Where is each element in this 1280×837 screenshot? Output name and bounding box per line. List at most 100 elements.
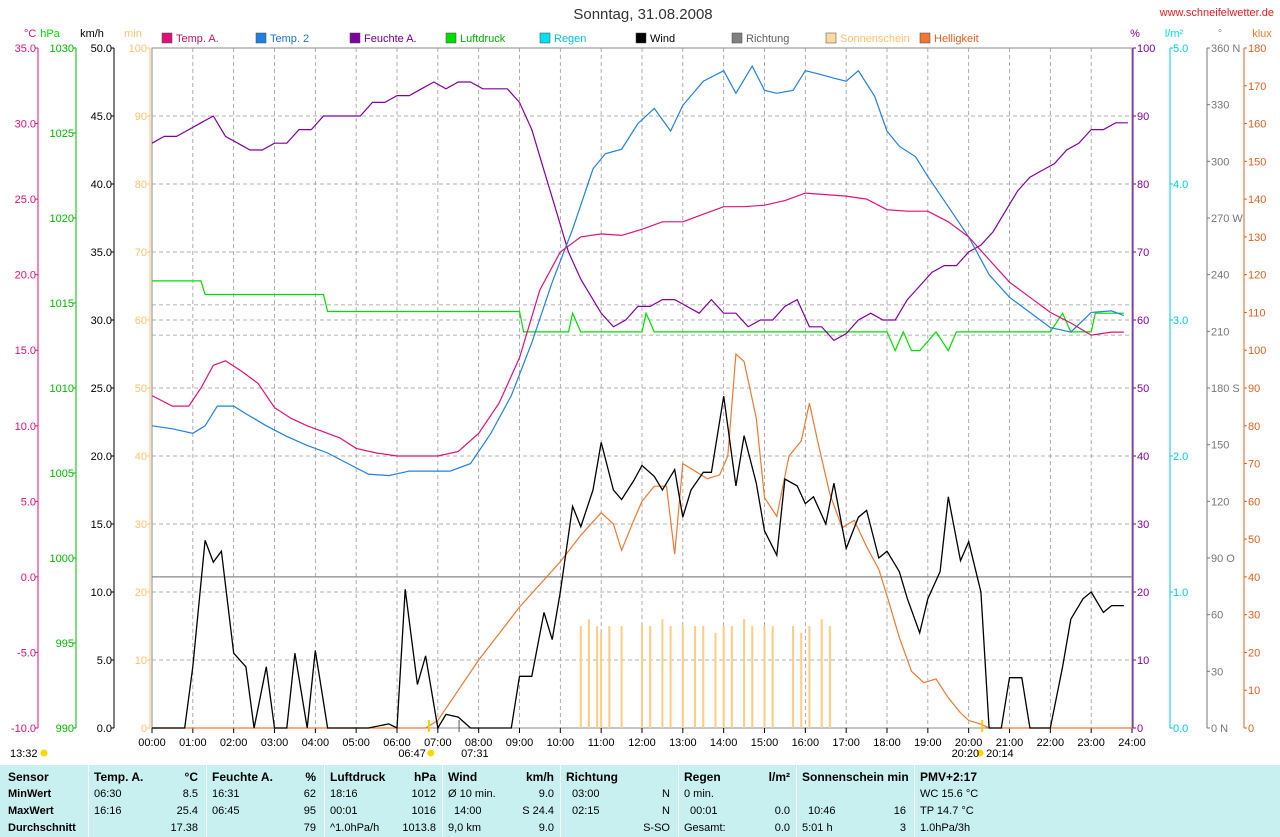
- footer-temp-col: Temp. A. °C 06:30 8.5 16:16 25.4 17.38: [94, 765, 204, 837]
- axis-unit-label: °C: [24, 28, 36, 40]
- footer-feuchte-unit: %: [305, 770, 316, 784]
- time-tick-label: 06:00: [383, 737, 411, 749]
- sun-axis-tick-label: 100: [129, 43, 147, 55]
- footer-sonne-avg-label: 5:01 h: [802, 822, 833, 834]
- footer-pmv-avg: 1.0hPa/3h: [920, 822, 971, 834]
- wind-axis-tick-label: 10.0: [91, 587, 112, 599]
- footer-luftdruck-header: Luftdruck: [330, 770, 386, 784]
- direction-axis-tick-label: 60: [1211, 610, 1223, 622]
- temp-axis-tick-label: 5.0: [21, 496, 36, 508]
- axis-unit-label: hPa: [40, 28, 60, 40]
- legend-swatch: [635, 32, 647, 44]
- series-line-feuchte-a-: [151, 81, 1128, 342]
- time-tick-label: 17:00: [832, 737, 860, 749]
- footer-wind-unit: km/h: [525, 770, 554, 784]
- sun-axis-tick-label: 10: [135, 655, 147, 667]
- legend: Temp. A. Temp. 2 Feuchte A. Luftdruck Regen W…: [161, 32, 979, 45]
- klux-axis-tick-label: 90: [1248, 383, 1260, 395]
- wind-axis-tick-label: 45.0: [91, 111, 112, 123]
- site-url[interactable]: www.schneifelwetter.de: [1159, 7, 1274, 19]
- axis-unit-label: l/m²: [1165, 28, 1184, 40]
- rain-axis-tick-label: 4.0: [1173, 179, 1188, 191]
- pressure-axis-tick-label: 1000: [50, 553, 74, 565]
- footer-sensor-col: Sensor MinWert MaxWert Durchschnitt: [8, 765, 88, 837]
- time-tick-label: 19:00: [914, 737, 942, 749]
- footer-regen-max: 0.0: [774, 805, 790, 817]
- sunset2-label: 20:14: [986, 748, 1014, 760]
- footer-sonne-max-time: 10:46: [808, 805, 836, 817]
- now-marker-label: 13:32: [10, 748, 38, 760]
- sun-axis-tick-label: 0: [141, 723, 147, 735]
- footer-wind-min: 9.0: [538, 788, 554, 800]
- footer-regen-unit: l/m²: [768, 770, 790, 784]
- legend-label: Luftdruck: [460, 33, 506, 45]
- footer-luftdruck-min: 1012: [411, 788, 436, 800]
- legend-label: Wind: [650, 33, 675, 45]
- temp-axis-tick-label: 35.0: [15, 43, 36, 55]
- humidity-axis-tick-label: 40: [1137, 451, 1149, 463]
- klux-axis-tick-label: 150: [1248, 156, 1266, 168]
- footer-luftdruck-col: Luftdruck hPa 18:16 1012 00:01 1016 ^1.0hPa…: [330, 765, 442, 837]
- direction-axis-tick-label: 270 W: [1211, 213, 1243, 225]
- footer-regen-avg: 0.0: [774, 822, 790, 834]
- footer-sonne-col: Sonnenschein min 10:46 16 5:01 h 3: [802, 765, 912, 837]
- time-tick-label: 24:00: [1118, 737, 1146, 749]
- rain-axis-tick-label: 5.0: [1173, 43, 1188, 55]
- wind-axis-tick-label: 0.0: [97, 723, 112, 735]
- footer-temp-avg: 17.38: [170, 822, 198, 834]
- direction-axis-tick-label: 180 S: [1211, 383, 1240, 395]
- footer-luftdruck-max-time: 00:01: [330, 805, 358, 817]
- legend-label: Temp. A.: [176, 33, 219, 45]
- humidity-axis-tick-label: 80: [1137, 179, 1149, 191]
- footer-luftdruck-trend: ^1.0hPa/h: [330, 822, 380, 834]
- time-tick-label: 21:00: [996, 737, 1024, 749]
- temp-axis-tick-label: 30.0: [15, 119, 36, 131]
- footer-feuchte-min-time: 16:31: [212, 788, 240, 800]
- footer-temp-min-time: 06:30: [94, 788, 122, 800]
- sunset-label: 20:20: [952, 748, 980, 760]
- sun-axis-tick-label: 30: [135, 519, 147, 531]
- time-tick-label: 03:00: [261, 737, 289, 749]
- series-line-helligkeit: [152, 352, 1132, 729]
- direction-axis-tick-label: 240: [1211, 270, 1229, 282]
- footer-wind-max-time: 14:00: [454, 805, 482, 817]
- klux-axis-tick-label: 80: [1248, 421, 1260, 433]
- sun-axis-tick-label: 50: [135, 383, 147, 395]
- humidity-axis-tick-label: 10: [1137, 655, 1149, 667]
- footer-feuchte-header: Feuchte A.: [212, 770, 273, 784]
- legend-swatch: [445, 32, 457, 44]
- footer-sonne-header: Sonnenschein min: [802, 770, 909, 784]
- wind-axis-tick-label: 15.0: [91, 519, 112, 531]
- humidity-axis-tick-label: 0: [1137, 723, 1143, 735]
- footer-richtung-min: N: [662, 788, 670, 800]
- wind-axis-tick-label: 35.0: [91, 247, 112, 259]
- wind-axis-tick-label: 40.0: [91, 179, 112, 191]
- direction-axis-tick-label: 90 O: [1211, 553, 1235, 565]
- statistics-footer: Sensor MinWert MaxWert Durchschnitt Temp…: [0, 765, 1280, 837]
- legend-label: Helligkeit: [934, 33, 979, 45]
- footer-richtung-max-time: 02:15: [572, 805, 600, 817]
- klux-axis-tick-label: 40: [1248, 572, 1260, 584]
- time-tick-label: 16:00: [792, 737, 820, 749]
- footer-temp-min: 8.5: [182, 788, 198, 800]
- footer-richtung-col: Richtung 03:00 N 02:15 N S-SO: [566, 765, 676, 837]
- pressure-axis-tick-label: 1025: [50, 128, 74, 140]
- direction-axis-tick-label: 210: [1211, 326, 1229, 338]
- legend-label: Regen: [554, 33, 586, 45]
- sunset-icon: [976, 749, 984, 757]
- temp-axis-tick-label: 10.0: [15, 421, 36, 433]
- klux-axis-tick-label: 180: [1248, 43, 1266, 55]
- klux-axis-tick-label: 70: [1248, 459, 1260, 471]
- time-axis: 00:00 01:00 02:00 03:00 04:00 05:00 06:00 07:00…: [138, 728, 1146, 749]
- footer-temp-unit: °C: [184, 770, 198, 784]
- left-axes: 35.0 30.0 25.0 20.0 15.0 10.0 5.0 0.0 -5.0 -10.0 1…: [11, 43, 151, 735]
- weather-chart: Sonntag, 31.08.2008 www.schneifelwetter.…: [10, 6, 1274, 760]
- footer-feuchte-max-time: 06:45: [212, 805, 240, 817]
- humidity-axis-tick-label: 30: [1137, 519, 1149, 531]
- footer-richtung-min-time: 03:00: [572, 788, 600, 800]
- footer-wind-avg-label: 9,0 km: [448, 822, 482, 834]
- footer-wind-header: Wind: [448, 770, 478, 784]
- pressure-axis-tick-label: 1030: [50, 43, 74, 55]
- footer-regen-max-time: 00:01: [690, 805, 718, 817]
- grid: [151, 47, 1133, 729]
